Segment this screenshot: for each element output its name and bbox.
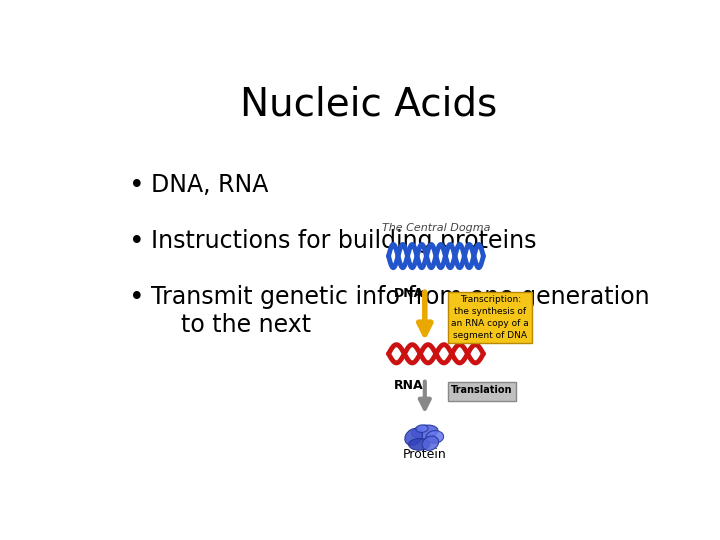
Ellipse shape [405, 428, 423, 446]
FancyBboxPatch shape [449, 292, 533, 342]
Text: •: • [129, 285, 145, 311]
Ellipse shape [422, 436, 438, 450]
Text: Nucleic Acids: Nucleic Acids [240, 85, 498, 124]
Ellipse shape [426, 430, 444, 443]
Text: The Central Dogma: The Central Dogma [382, 223, 490, 233]
Text: Protein: Protein [403, 448, 446, 461]
Ellipse shape [412, 425, 438, 439]
Text: RNA: RNA [394, 379, 424, 392]
Text: DNA, RNA: DNA, RNA [151, 173, 269, 197]
Text: Instructions for building proteins: Instructions for building proteins [151, 229, 537, 253]
Ellipse shape [409, 438, 430, 450]
Ellipse shape [416, 425, 428, 433]
Text: Transcription:
the synthesis of
an RNA copy of a
segment of DNA: Transcription: the synthesis of an RNA c… [451, 295, 529, 340]
FancyBboxPatch shape [449, 382, 516, 401]
Text: DNA: DNA [394, 287, 424, 300]
Text: Translation: Translation [451, 384, 513, 395]
Text: •: • [129, 229, 145, 255]
Text: Transmit genetic info from one generation
    to the next: Transmit genetic info from one generatio… [151, 285, 650, 337]
Text: •: • [129, 173, 145, 199]
